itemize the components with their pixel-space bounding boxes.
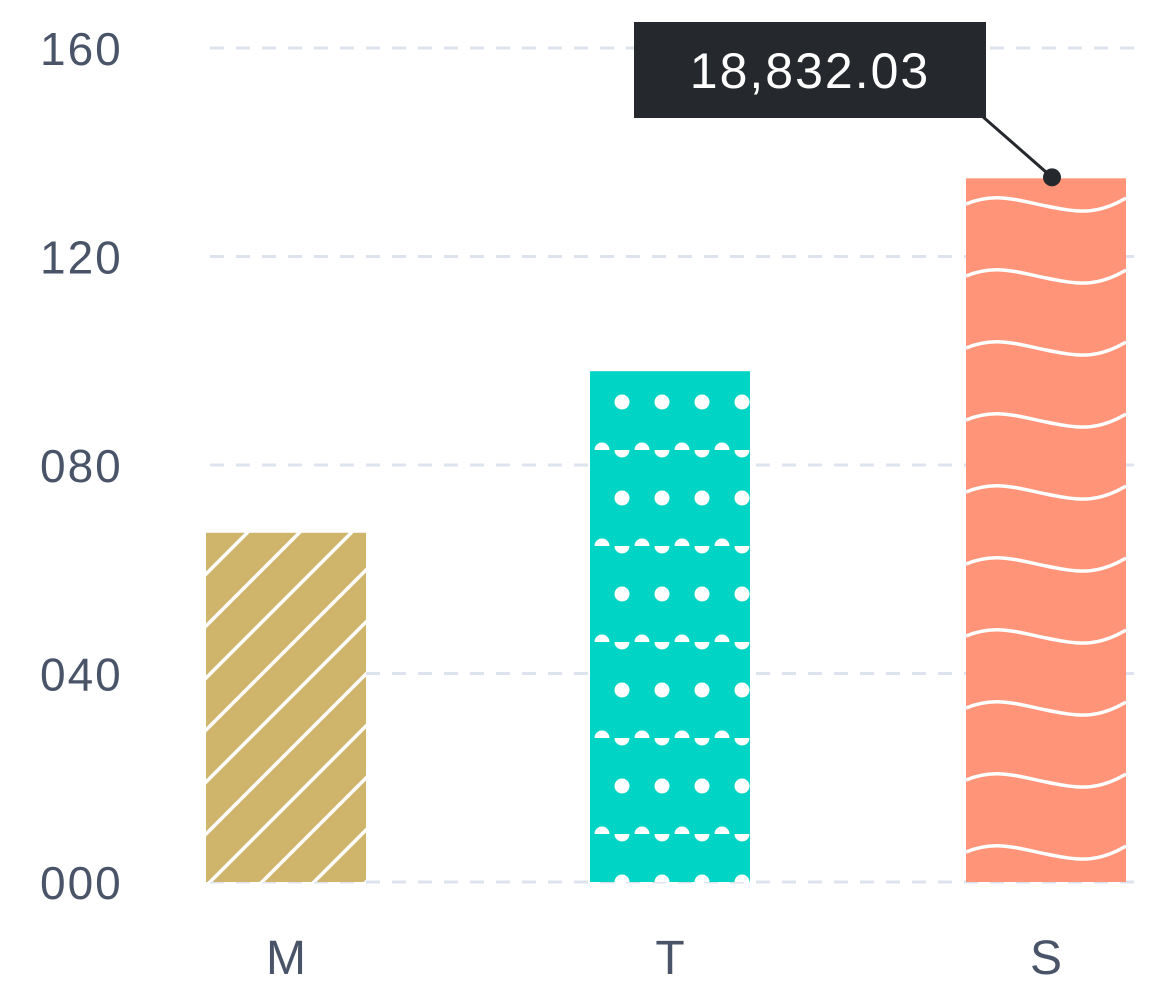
bar-t[interactable] — [590, 371, 750, 882]
tooltip-anchor-dot — [1043, 168, 1061, 187]
y-tick-label: 080 — [40, 440, 123, 492]
bar-s[interactable] — [966, 178, 1126, 882]
tooltip-box — [634, 22, 986, 118]
y-tick-label: 120 — [40, 232, 123, 284]
x-category-label: S — [1030, 932, 1062, 985]
x-category-label: T — [655, 932, 684, 985]
x-category-label: M — [266, 932, 306, 985]
value-tooltip: 18,832.03 — [634, 22, 1061, 187]
tooltip-value-label: 18,832.03 — [690, 43, 930, 99]
y-tick-label: 160 — [40, 23, 123, 75]
y-axis-tick-labels: 000 040 080 120 160 — [40, 23, 123, 909]
bar-m[interactable] — [206, 532, 366, 882]
tooltip-leader-line — [981, 114, 1053, 179]
bars — [206, 178, 1126, 882]
y-tick-label: 040 — [40, 649, 123, 701]
y-tick-label: 000 — [40, 857, 123, 909]
